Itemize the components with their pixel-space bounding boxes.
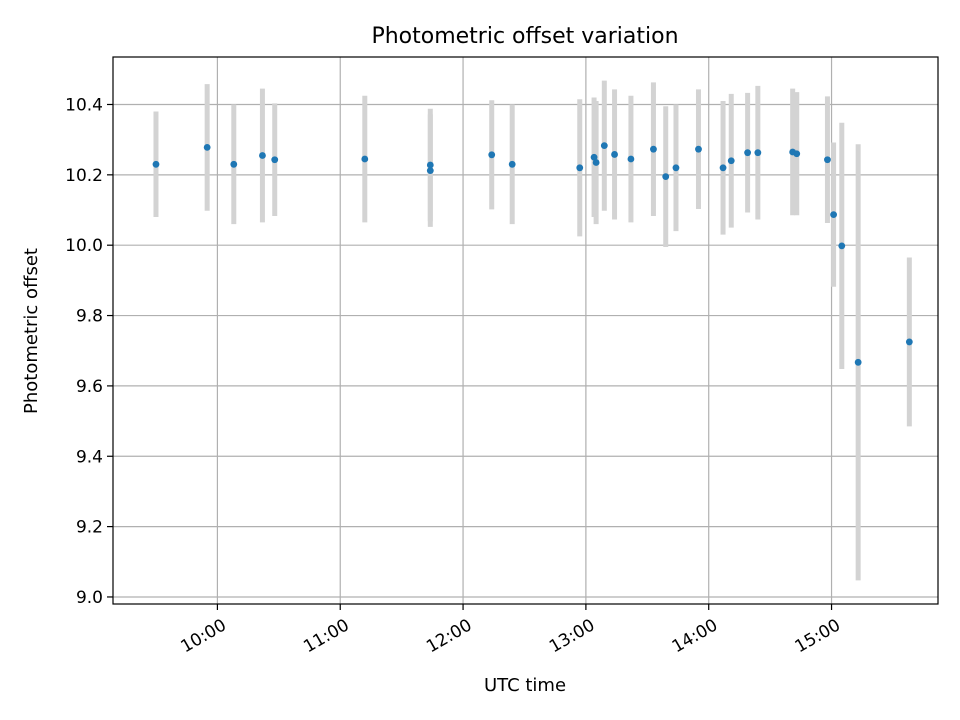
y-axis-label: Photometric offset — [21, 248, 42, 414]
data-point — [662, 173, 670, 181]
data-point — [426, 167, 434, 175]
y-tick-label: 9.6 — [76, 377, 103, 397]
y-tick-label: 10.4 — [65, 95, 103, 115]
data-points — [152, 142, 913, 366]
data-point — [203, 144, 211, 151]
data-point — [744, 149, 752, 157]
y-tick-label: 9.4 — [76, 447, 103, 467]
chart-title: Photometric offset variation — [371, 24, 678, 49]
data-point — [152, 160, 160, 168]
data-point — [627, 155, 635, 163]
data-point — [650, 145, 657, 153]
y-tick-label: 10.2 — [65, 166, 103, 186]
data-point — [230, 160, 238, 168]
data-point — [727, 157, 735, 165]
data-point — [590, 153, 598, 161]
data-point — [695, 145, 702, 153]
y-tick-label: 9.8 — [76, 307, 103, 327]
y-tick-label: 9.0 — [76, 588, 103, 608]
data-point — [854, 358, 862, 366]
data-point — [672, 164, 680, 172]
y-tick-label: 9.2 — [76, 518, 103, 538]
data-point — [754, 149, 762, 157]
data-point — [600, 142, 608, 150]
data-point — [838, 242, 846, 250]
data-point — [905, 338, 913, 346]
data-point — [361, 155, 369, 163]
data-point — [824, 156, 831, 164]
data-point — [719, 164, 727, 172]
data-point — [508, 160, 516, 168]
data-point — [793, 150, 801, 158]
data-point — [611, 151, 618, 158]
data-point — [271, 156, 279, 164]
data-point — [576, 164, 584, 172]
data-point — [426, 161, 434, 169]
data-point — [259, 152, 266, 159]
plot-frame — [112, 56, 939, 605]
data-point — [488, 151, 496, 159]
x-axis-label: UTC time — [484, 675, 566, 696]
data-point — [830, 211, 837, 218]
y-tick-label: 10.0 — [65, 236, 103, 256]
data-point — [592, 159, 600, 166]
y-axis-ticks: 9.0 9.2 9.4 9.6 9.8 10.0 10.2 10.4 — [65, 95, 113, 608]
